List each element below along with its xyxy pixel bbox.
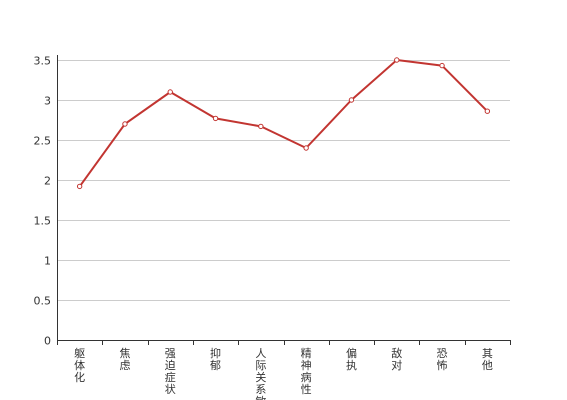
y-tick-label: 1.5 <box>34 215 52 228</box>
y-tick-label: 3.5 <box>34 55 52 68</box>
gridlines <box>57 60 510 301</box>
y-axis: 0 0.5 1 1.5 2 2.5 3 3.5 <box>34 55 58 348</box>
data-point[interactable] <box>348 97 355 103</box>
x-category-label: 抑郁 <box>210 346 221 372</box>
x-category-label: 其他 <box>482 347 493 372</box>
x-axis: 躯体化 焦虑 强迫症状 抑郁 人际关系敏感 精神病性 偏执 敌对 恐怖 其他 <box>57 340 511 400</box>
data-point[interactable] <box>122 121 128 127</box>
x-category-label: 躯体化 <box>74 347 85 384</box>
y-tick-label: 2.5 <box>34 135 52 148</box>
y-tick-label: 2 <box>44 175 51 188</box>
data-point[interactable] <box>167 89 173 95</box>
data-point[interactable] <box>394 57 400 63</box>
x-category-label: 敌对 <box>391 346 402 372</box>
data-point[interactable] <box>303 145 309 151</box>
x-category-label: 强迫症状 <box>165 347 176 396</box>
x-category-label: 精神病性 <box>301 347 312 396</box>
data-point[interactable] <box>258 123 264 130</box>
data-point[interactable] <box>76 183 83 190</box>
data-point[interactable] <box>484 108 491 114</box>
series-line <box>78 59 489 187</box>
x-category-label: 人际关系敏感 <box>255 347 266 400</box>
x-category-label: 焦虑 <box>119 347 130 372</box>
x-category-label: 偏执 <box>346 346 357 372</box>
y-tick-label: 1 <box>44 255 51 268</box>
series-group <box>76 57 491 190</box>
y-tick-label: 0.5 <box>34 295 52 308</box>
y-tick-label: 0 <box>44 335 51 348</box>
y-tick-label: 3 <box>44 95 51 108</box>
data-point[interactable] <box>212 115 219 122</box>
x-category-label: 恐怖 <box>437 347 448 372</box>
data-point[interactable] <box>439 62 445 69</box>
